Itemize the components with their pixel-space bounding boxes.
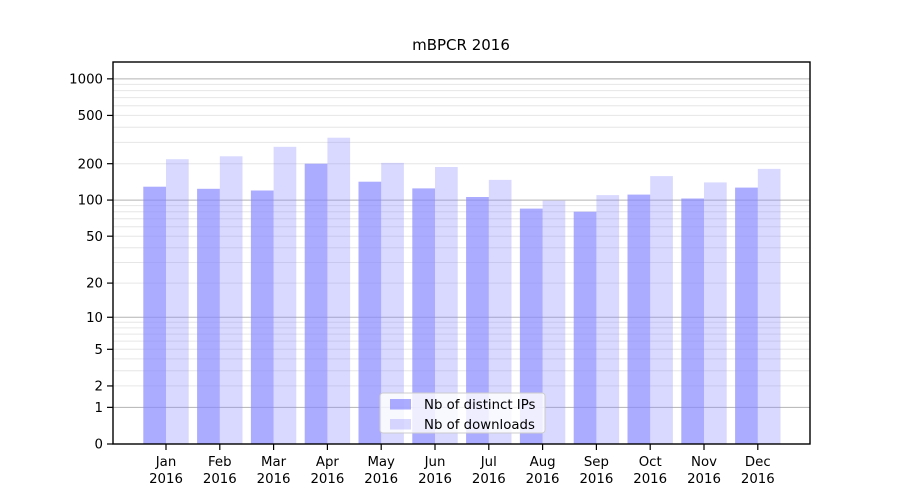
bar-ips-3 [304, 163, 328, 444]
bar-ips-9 [627, 194, 651, 444]
x-tick-label-year: 2016 [741, 472, 775, 487]
bar-downloads-10 [704, 182, 727, 444]
y-tick-label: 1 [95, 401, 103, 416]
bar-downloads-9 [650, 176, 673, 444]
bar-downloads-8 [596, 195, 620, 444]
bar-ips-0 [143, 186, 166, 444]
y-tick-label: 100 [78, 194, 103, 209]
bar-downloads-2 [273, 146, 297, 445]
y-tick-label: 500 [78, 109, 103, 124]
x-tick-label-year: 2016 [364, 472, 398, 487]
bar-downloads-7 [542, 200, 566, 444]
y-tick-label: 10 [86, 311, 103, 326]
plot-border [112, 61, 811, 445]
x-tick-label-month: Nov [691, 455, 717, 470]
bar-ips-6 [466, 197, 489, 444]
x-tick-label-year: 2016 [687, 472, 721, 487]
bar-downloads-3 [327, 137, 351, 444]
x-tick-label-month: Apr [316, 455, 340, 470]
legend-box [379, 392, 546, 434]
bar-downloads-1 [219, 156, 243, 445]
x-tick-label-month: Jan [155, 455, 177, 470]
legend-swatch-1 [390, 419, 411, 430]
x-tick-label-month: Mar [261, 455, 287, 470]
x-tick-label-year: 2016 [310, 472, 344, 487]
y-tick-label: 200 [78, 157, 103, 172]
x-tick-label-year: 2016 [203, 472, 237, 487]
y-tick-label: 50 [86, 230, 103, 245]
bar-ips-7 [519, 208, 543, 444]
y-tick-label: 0 [95, 438, 103, 453]
x-tick-label-month: Dec [745, 455, 771, 470]
x-tick-label-year: 2016 [418, 472, 452, 487]
y-tick-label: 5 [95, 343, 103, 358]
bar-downloads-4 [381, 162, 404, 444]
axes: 0 1 2 5 10 20 50 100 200 500 1000 Jan 2016 Feb 2016 Mar… [69, 72, 775, 487]
legend: Nb of distinct IPs Nb of downloads [379, 392, 546, 434]
x-tick-label-year: 2016 [579, 472, 613, 487]
bar-ips-10 [681, 198, 704, 444]
bar-ips-5 [412, 188, 435, 444]
x-tick-label-month: Jun [424, 455, 446, 470]
x-tick-label-year: 2016 [472, 472, 506, 487]
bar-ips-8 [573, 211, 597, 444]
legend-label-0: Nb of distinct IPs [424, 398, 536, 413]
bar-ips-2 [250, 190, 274, 444]
y-tick-label: 1000 [69, 72, 103, 87]
bar-ips-4 [358, 181, 382, 444]
x-tick-label-year: 2016 [257, 472, 291, 487]
x-tick-label-month: May [367, 455, 395, 470]
chart-title: mBPCR 2016 [412, 36, 510, 54]
bars [143, 137, 781, 445]
y-tick-label: 2 [95, 380, 103, 395]
x-tick-label-month: Aug [530, 455, 556, 470]
bar-downloads-11 [757, 168, 781, 444]
x-tick-label-month: Sep [584, 455, 609, 470]
bar-ips-1 [197, 188, 220, 444]
legend-swatch-0 [390, 399, 411, 410]
x-tick-label-month: Oct [639, 455, 662, 470]
legend-label-1: Nb of downloads [424, 418, 535, 433]
x-tick-label-year: 2016 [149, 472, 183, 487]
x-tick-label-month: Feb [208, 455, 232, 470]
bar-downloads-0 [166, 159, 189, 444]
bar-downloads-5 [435, 167, 458, 444]
x-tick-label-year: 2016 [633, 472, 667, 487]
x-tick-label-year: 2016 [526, 472, 560, 487]
bar-ips-11 [735, 187, 758, 444]
x-tick-label-month: Jul [480, 455, 497, 470]
bar-downloads-6 [488, 179, 512, 444]
y-tick-label: 20 [86, 277, 103, 292]
